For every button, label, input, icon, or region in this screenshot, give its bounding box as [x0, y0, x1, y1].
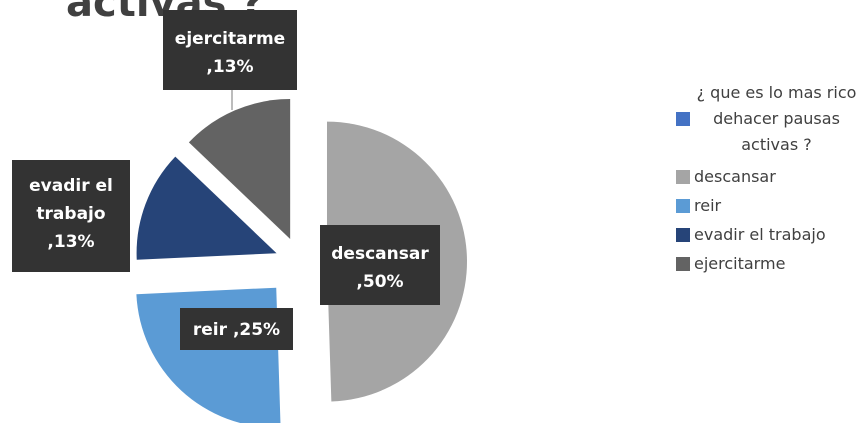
legend-label: evadir el trabajo — [694, 225, 826, 244]
legend-series: ¿ que es lo mas rico dehacer pausas acti… — [676, 80, 861, 158]
data-label-category: reir — [193, 320, 228, 340]
data-label: reir ,25% — [193, 320, 280, 340]
data-label-box — [320, 225, 440, 305]
legend-label: descansar — [694, 167, 776, 186]
legend-swatch — [676, 170, 690, 184]
data-label-box — [180, 308, 293, 350]
data-label-category: ejercitarme — [175, 29, 285, 49]
legend-label: reir — [694, 196, 722, 215]
data-label-value: ,25% — [233, 320, 280, 340]
legend-item: reir — [676, 193, 861, 222]
legend-swatch — [676, 112, 690, 126]
legend-item: descansar — [676, 164, 861, 193]
data-label: evadir el trabajo ,13% — [29, 176, 113, 252]
data-label-value: ,13% — [47, 232, 95, 252]
pie-slice — [136, 287, 281, 423]
legend-item: ejercitarme — [676, 251, 861, 280]
pie-slice — [136, 156, 277, 260]
data-label-category: descansar — [331, 244, 429, 264]
legend-swatch — [676, 257, 690, 271]
legend-item: evadir el trabajo — [676, 222, 861, 251]
legend: ¿ que es lo mas rico dehacer pausas acti… — [676, 80, 861, 280]
data-label-value: ,13% — [206, 57, 253, 77]
data-label-category: evadir el trabajo — [29, 176, 113, 224]
legend-swatch — [676, 199, 690, 213]
data-label-value: ,50% — [356, 272, 403, 292]
pie-slice — [188, 99, 291, 240]
legend-swatch — [676, 228, 690, 242]
legend-label: ¿ que es lo mas rico dehacer pausas acti… — [696, 83, 857, 154]
data-label-box — [163, 10, 297, 90]
legend-label: ejercitarme — [694, 254, 786, 273]
data-label-box — [12, 160, 130, 272]
